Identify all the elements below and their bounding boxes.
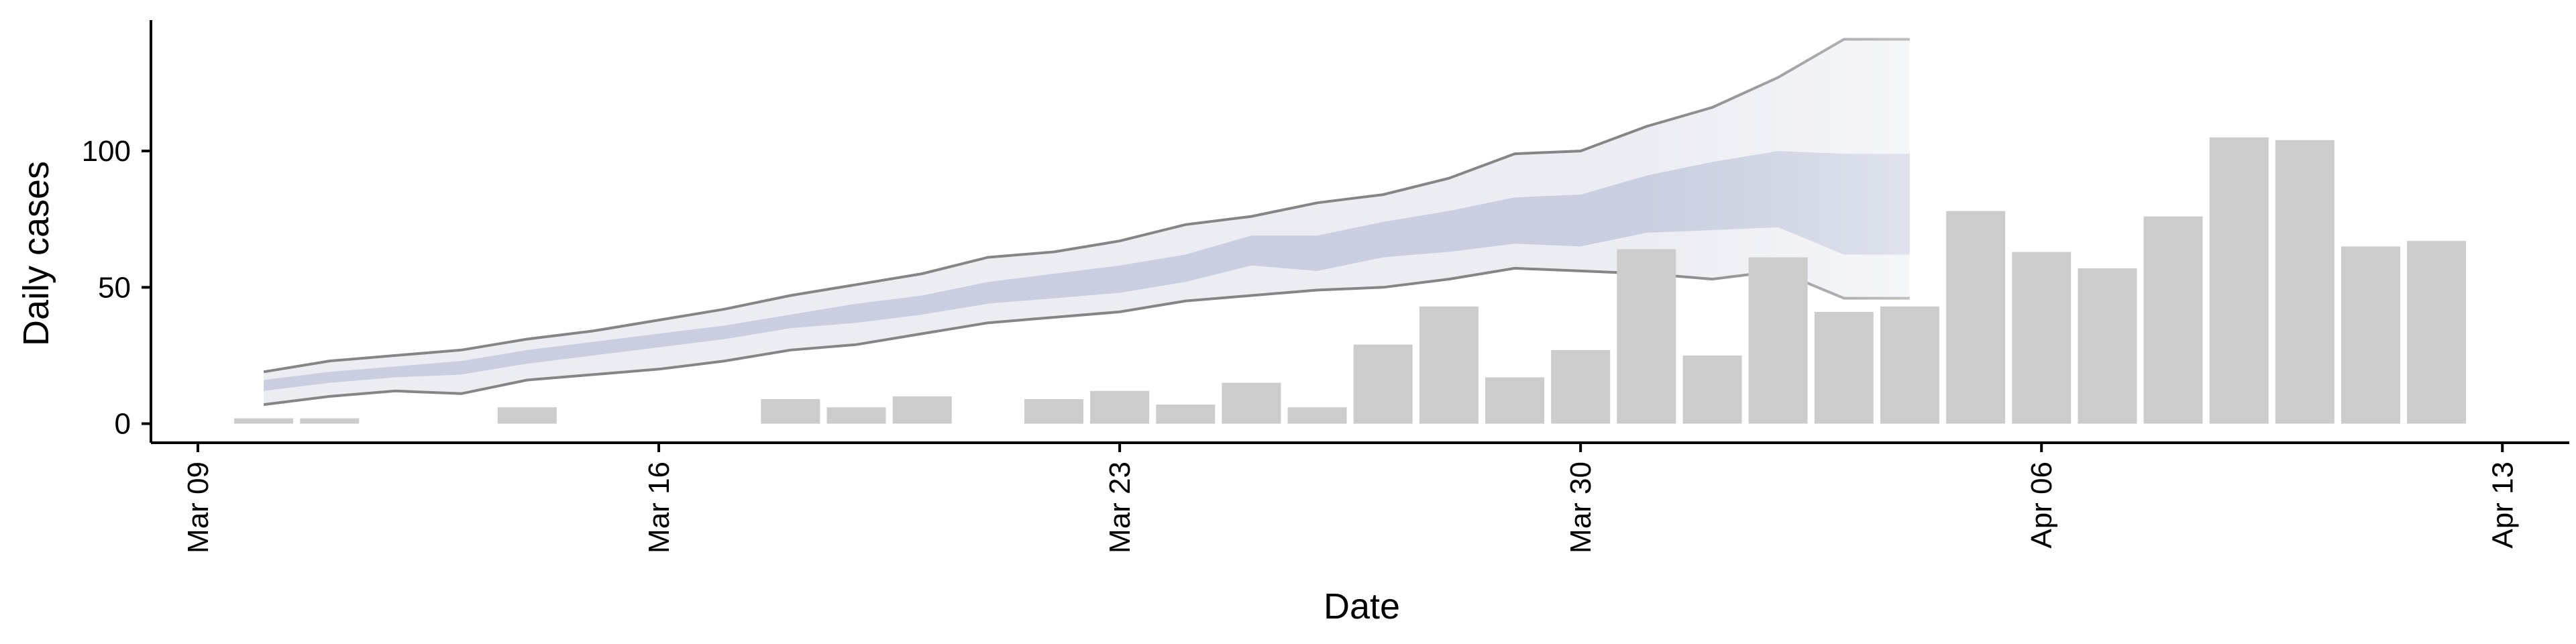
bar-2020-04-08 [2143,216,2203,424]
bar-2020-03-26 [1287,407,1347,424]
bar-2020-03-31 [1617,249,1676,424]
bar-2020-03-23 [1090,390,1150,424]
x-tick-label-2: Mar 23 [1104,462,1136,553]
bar-2020-04-03 [1814,311,1874,424]
bar-2020-03-24 [1156,405,1216,424]
bar-2020-03-11 [300,418,360,424]
bar-2020-03-18 [761,399,820,424]
bar-2020-03-19 [826,407,886,424]
bar-2020-03-22 [1024,399,1083,424]
y-tick-label-100: 100 [82,135,131,168]
bar-2020-03-25 [1222,382,1281,424]
x-tick-label-1: Mar 16 [643,462,676,553]
bar-2020-03-28 [1419,306,1479,424]
bar-2020-04-07 [2078,268,2137,424]
bar-2020-04-10 [2275,140,2334,424]
bar-2020-04-09 [2209,137,2269,424]
y-axis-title: Daily cases [16,161,56,346]
y-tick-label-0: 0 [115,408,131,441]
x-tick-label-0: Mar 09 [182,462,215,553]
x-tick-label-3: Mar 30 [1564,462,1597,553]
band-upper-line [263,38,1910,374]
x-axis-title: Date [1324,586,1400,627]
daily-case-bars [234,137,2467,424]
bar-2020-04-06 [2012,252,2072,424]
y-tick-label-50: 50 [98,271,131,304]
band-inner-interval [264,151,1910,391]
bar-2020-03-14 [497,407,557,424]
bar-2020-04-05 [1946,211,2006,424]
chart-axes: 0 50 100 Mar 09 Mar 16 Mar 23 Mar 30 Apr 06 Apr … [82,20,2569,553]
bar-2020-03-27 [1353,344,1413,424]
bar-2020-04-04 [1880,306,1939,424]
bar-2020-04-02 [1748,257,1808,424]
bar-2020-04-01 [1682,355,1742,424]
x-tick-label-5: Apr 13 [2486,462,2519,549]
x-tick-label-4: Apr 06 [2025,462,2058,549]
bar-2020-03-10 [234,418,294,424]
bar-2020-04-11 [2341,246,2400,424]
bar-2020-03-29 [1485,377,1544,424]
bar-2020-04-12 [2407,241,2467,424]
bar-2020-03-30 [1551,350,1611,424]
bar-2020-03-20 [892,396,952,424]
